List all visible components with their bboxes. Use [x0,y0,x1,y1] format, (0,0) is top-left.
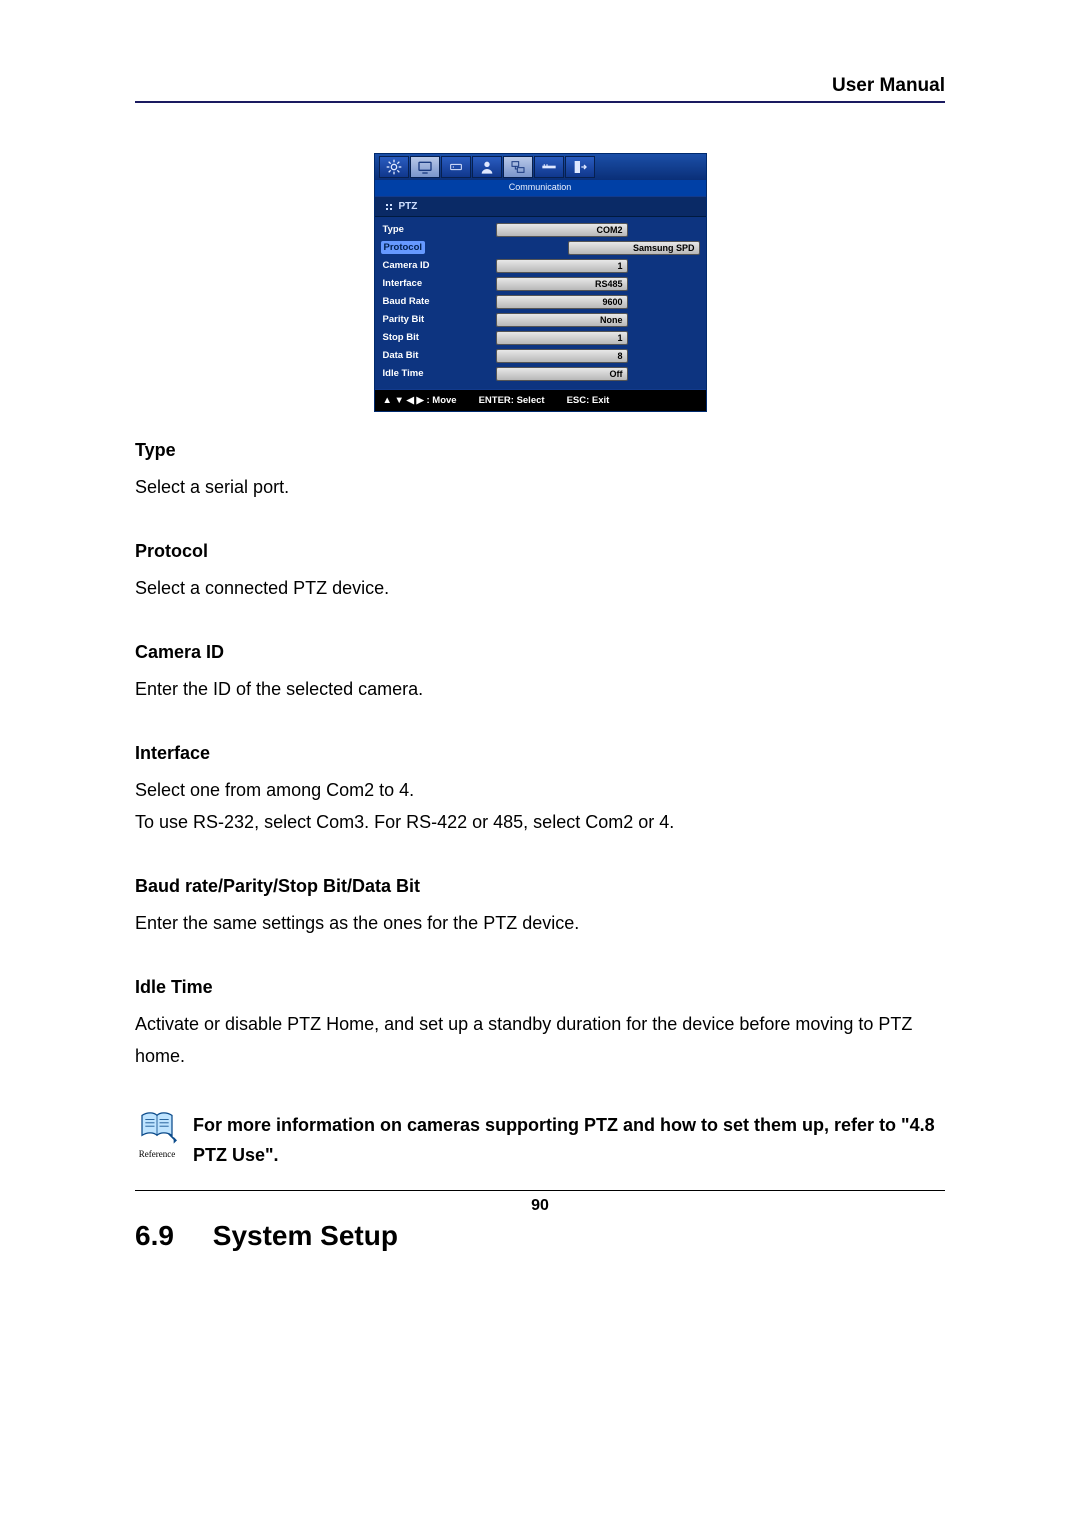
section-heading: Camera ID [135,642,945,663]
setting-label: Type [381,224,496,235]
tab-icon-display[interactable] [410,156,440,178]
section-heading: Baud rate/Parity/Stop Bit/Data Bit [135,876,945,897]
chapter-heading: 6.9 System Setup [135,1220,945,1252]
reference-note: Reference For more information on camera… [135,1110,945,1170]
setting-label: Idle Time [381,368,496,379]
setting-label: Interface [381,278,496,289]
grid-icon [385,203,393,211]
setting-value[interactable]: None [496,313,628,327]
menu-title-bar: PTZ [375,196,706,217]
setting-value[interactable]: Samsung SPD [568,241,700,255]
tab-icon-exit[interactable] [565,156,595,178]
setting-value[interactable]: Off [496,367,628,381]
section-type: Type Select a serial port. [135,440,945,503]
setting-row[interactable]: Stop Bit 1 [381,329,700,346]
hint-exit: ESC: Exit [567,395,610,406]
reference-icon: Reference [135,1110,179,1159]
section-body: Select a connected PTZ device. [135,572,945,604]
section-body: Activate or disable PTZ Home, and set up… [135,1008,945,1072]
section-body: Select one from among Com2 to 4. To use … [135,774,945,838]
setting-value[interactable]: 1 [496,331,628,345]
reference-text: For more information on cameras supporti… [193,1110,945,1170]
tab-icon-settings[interactable] [379,156,409,178]
section-body: Enter the same settings as the ones for … [135,907,945,939]
setting-row[interactable]: Protocol Samsung SPD [381,239,700,256]
setting-row[interactable]: Data Bit 8 [381,347,700,364]
page-footer: 90 [135,1190,945,1215]
tab-icon-hdd[interactable] [441,156,471,178]
section-heading: Idle Time [135,977,945,998]
page-number: 90 [531,1197,549,1214]
section-heading: Protocol [135,541,945,562]
hint-move: ▲ ▼ ◀ ▶ : Move [383,395,457,406]
setting-label: Parity Bit [381,314,496,325]
menu-tab-bar [375,154,706,180]
setting-value[interactable]: RS485 [496,277,628,291]
chapter-title: System Setup [213,1220,398,1251]
section-body: Enter the ID of the selected camera. [135,673,945,705]
menu-section-label: Communication [375,180,706,196]
setting-value[interactable]: 9600 [496,295,628,309]
section-baud: Baud rate/Parity/Stop Bit/Data Bit Enter… [135,876,945,939]
ptz-menu-screenshot: Communication PTZ Type COM2 Protocol Sam… [374,153,707,412]
section-interface: Interface Select one from among Com2 to … [135,743,945,838]
setting-value[interactable]: 8 [496,349,628,363]
tab-icon-comm[interactable] [534,156,564,178]
setting-label-selected: Protocol [381,241,426,254]
reference-icon-caption: Reference [135,1149,179,1159]
setting-value[interactable]: 1 [496,259,628,273]
page-header: User Manual [135,75,945,103]
menu-footer: ▲ ▼ ◀ ▶ : Move ENTER: Select ESC: Exit [375,389,706,411]
section-idle-time: Idle Time Activate or disable PTZ Home, … [135,977,945,1072]
tab-icon-network[interactable] [503,156,533,178]
menu-title: PTZ [399,201,418,212]
setting-label: Baud Rate [381,296,496,307]
setting-row[interactable]: Interface RS485 [381,275,700,292]
setting-label: Camera ID [381,260,496,271]
tab-icon-user[interactable] [472,156,502,178]
setting-row[interactable]: Idle Time Off [381,365,700,382]
section-body: Select a serial port. [135,471,945,503]
setting-value[interactable]: COM2 [496,223,628,237]
setting-label: Data Bit [381,350,496,361]
setting-row[interactable]: Parity Bit None [381,311,700,328]
section-heading: Type [135,440,945,461]
setting-row[interactable]: Baud Rate 9600 [381,293,700,310]
section-protocol: Protocol Select a connected PTZ device. [135,541,945,604]
menu-body: Type COM2 Protocol Samsung SPD Camera ID… [375,217,706,389]
section-heading: Interface [135,743,945,764]
setting-row[interactable]: Type COM2 [381,221,700,238]
manual-title: User Manual [832,75,945,97]
setting-row[interactable]: Camera ID 1 [381,257,700,274]
chapter-number: 6.9 [135,1220,205,1252]
section-camera-id: Camera ID Enter the ID of the selected c… [135,642,945,705]
setting-label: Stop Bit [381,332,496,343]
hint-select: ENTER: Select [479,395,545,406]
